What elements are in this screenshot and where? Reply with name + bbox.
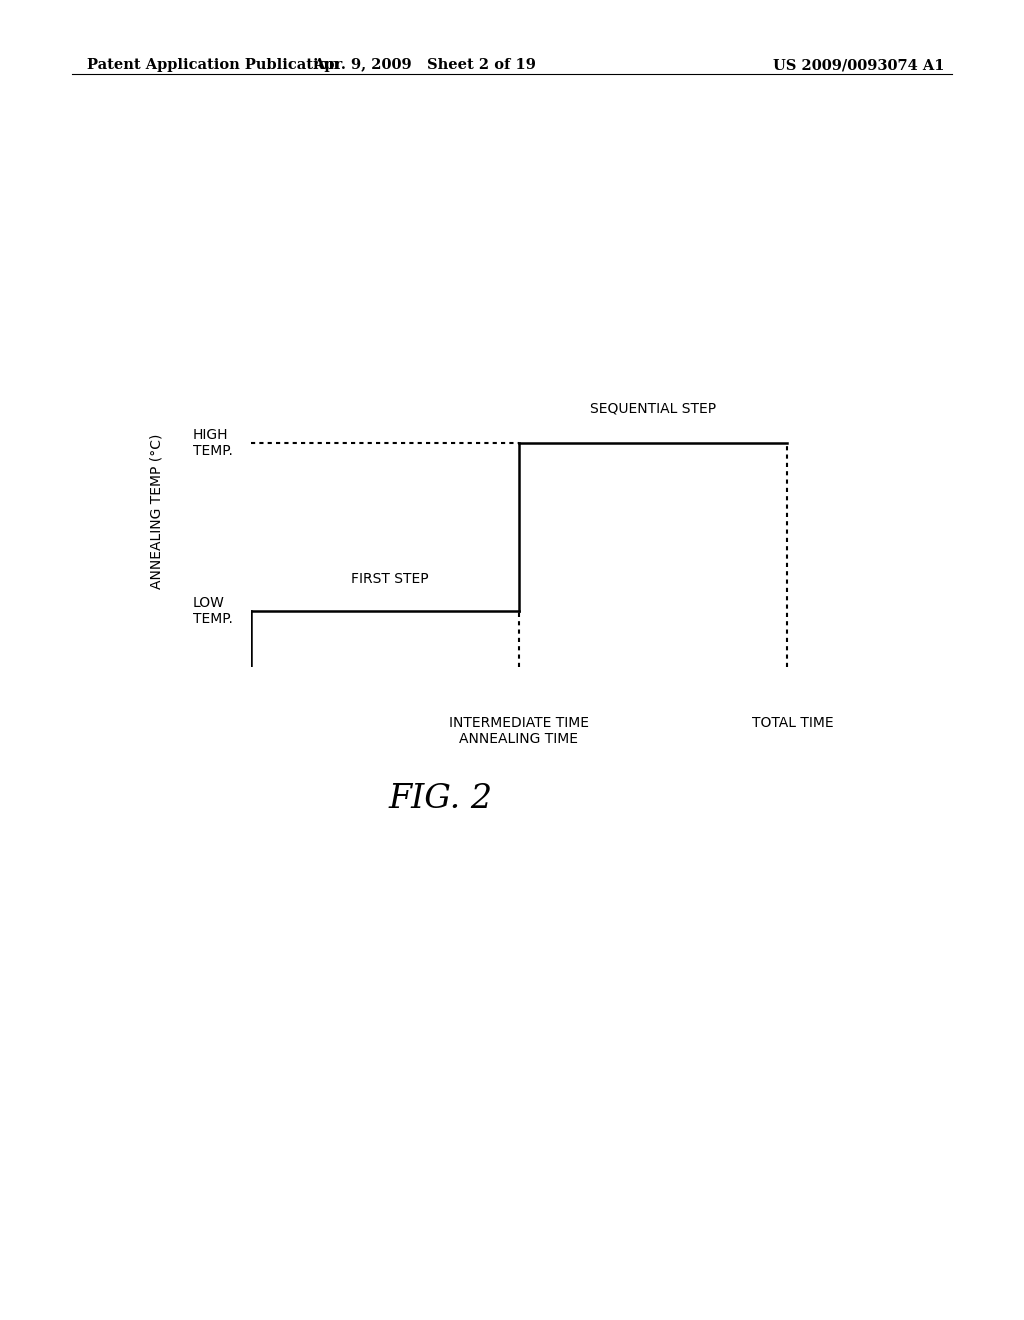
Text: Patent Application Publication: Patent Application Publication [87, 58, 339, 73]
Text: US 2009/0093074 A1: US 2009/0093074 A1 [773, 58, 944, 73]
Text: Apr. 9, 2009   Sheet 2 of 19: Apr. 9, 2009 Sheet 2 of 19 [313, 58, 537, 73]
Text: ANNEALING TEMP (°C): ANNEALING TEMP (°C) [150, 434, 164, 589]
Text: SEQUENTIAL STEP: SEQUENTIAL STEP [590, 401, 716, 416]
Text: FIG. 2: FIG. 2 [388, 783, 493, 814]
Text: HIGH
TEMP.: HIGH TEMP. [193, 428, 232, 458]
Text: INTERMEDIATE TIME
ANNEALING TIME: INTERMEDIATE TIME ANNEALING TIME [449, 717, 589, 746]
Text: FIRST STEP: FIRST STEP [351, 572, 429, 586]
Text: TOTAL TIME: TOTAL TIME [753, 717, 834, 730]
Text: LOW
TEMP.: LOW TEMP. [193, 595, 232, 626]
